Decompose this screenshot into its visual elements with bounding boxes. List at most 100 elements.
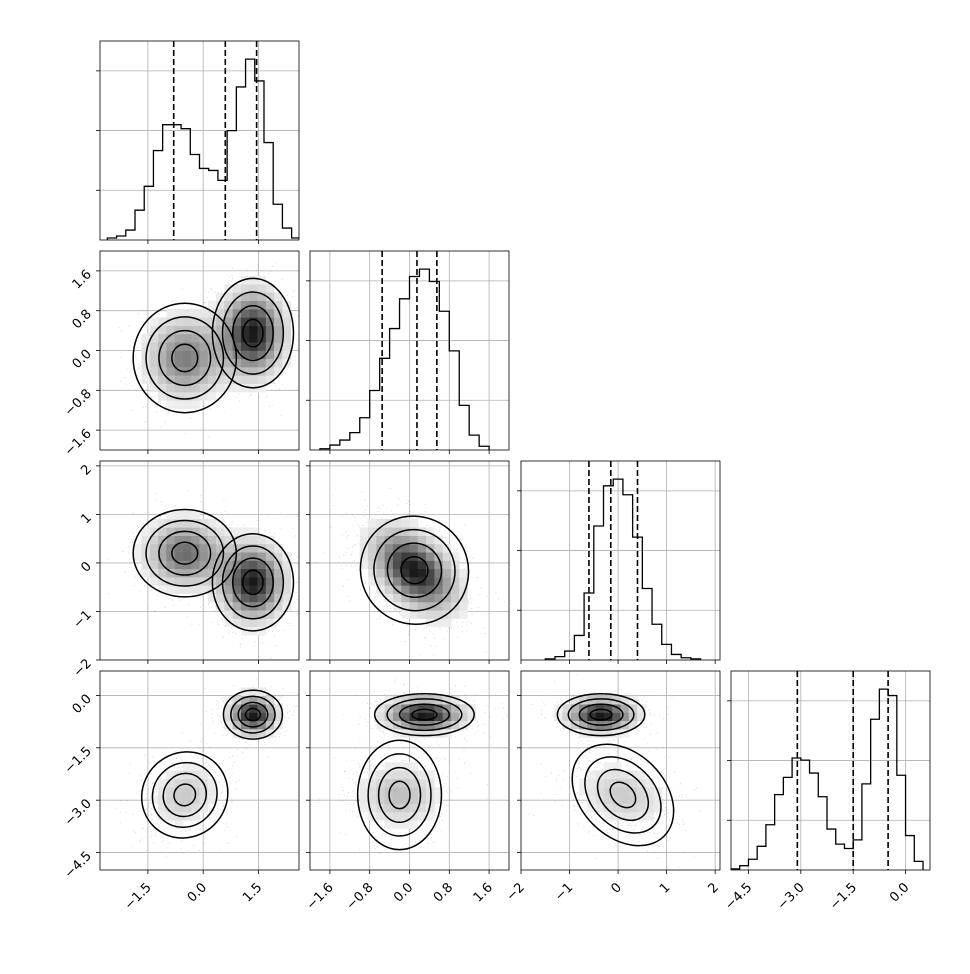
density-cell (249, 543, 258, 553)
density-cell (257, 292, 267, 302)
density-cell (274, 577, 283, 586)
density-cell (265, 292, 275, 302)
panel-content (100, 671, 299, 870)
density-cell (216, 292, 225, 302)
density-cell (603, 787, 613, 796)
density-cell (199, 367, 209, 376)
density-cell (401, 610, 410, 619)
density-cell (182, 350, 192, 360)
density-cell (182, 560, 192, 570)
density-cell (274, 358, 283, 368)
density-cell (265, 560, 275, 570)
density-cell (158, 585, 167, 594)
density-cell (426, 577, 435, 586)
density-cell (240, 367, 250, 376)
density-cell (417, 552, 427, 561)
density-cell (158, 543, 167, 553)
density-cell (257, 712, 267, 722)
density-cell (401, 762, 410, 771)
contour-1-2 (231, 557, 274, 608)
density-cell (274, 704, 283, 713)
y-tick-label-2-0: −2 (71, 656, 95, 680)
density-cell (459, 568, 468, 578)
contour-0-2 (158, 530, 212, 576)
density-cell (359, 803, 369, 813)
density-cell (434, 795, 443, 804)
density-cell (620, 729, 630, 738)
density-cell (384, 593, 394, 603)
density-cell (587, 803, 596, 813)
density-cell (158, 552, 167, 561)
density-cell (257, 535, 267, 545)
density-cell (620, 712, 630, 722)
density-cell (174, 358, 184, 368)
density-cell (224, 535, 233, 545)
density-cell (265, 610, 275, 619)
density-cell (232, 720, 242, 730)
contour-1-0 (211, 533, 295, 632)
density-cell (417, 787, 427, 796)
density-cell (166, 309, 175, 318)
density-cell (216, 309, 225, 318)
density-cell (442, 601, 452, 611)
density-cell (207, 375, 217, 384)
density-cell (232, 309, 242, 318)
density-cell (257, 300, 267, 310)
density-cell (450, 585, 460, 594)
density-cell (570, 712, 580, 722)
density-cell (554, 712, 563, 722)
contour-1-2 (398, 703, 451, 726)
density-cell (158, 358, 167, 368)
density-cell (257, 610, 267, 619)
density-cell (149, 519, 159, 528)
density-cell (434, 610, 443, 619)
density-cell (384, 778, 394, 788)
density-cell (174, 367, 184, 376)
density-cell (612, 704, 621, 713)
density-cell (417, 803, 427, 813)
density-cell (401, 811, 410, 821)
density-cell (257, 552, 267, 561)
density-cell (199, 383, 209, 393)
density-cell (359, 535, 369, 545)
density-cell (257, 383, 267, 393)
density-cell (459, 577, 468, 586)
density-cell (232, 383, 242, 393)
density-cell (199, 519, 209, 528)
density-cell (249, 585, 258, 594)
density-cell (628, 704, 638, 713)
density-cell (603, 729, 613, 738)
density-cell (392, 519, 402, 528)
density-cell (232, 585, 242, 594)
density-cell (207, 391, 217, 401)
density-cell (392, 770, 402, 780)
density-cell (158, 803, 167, 813)
panel-content (100, 251, 299, 450)
density-cell (409, 720, 419, 730)
density-cell (166, 317, 175, 326)
density-cell (191, 383, 200, 393)
density-cell (191, 358, 200, 368)
contour-0-1 (145, 316, 225, 400)
density-cell (199, 585, 209, 594)
density-cell (392, 729, 402, 738)
contour-0-0 (132, 508, 238, 598)
density-cell (240, 342, 250, 351)
density-cell (166, 778, 175, 788)
density-cell (417, 593, 427, 603)
density-cell (368, 577, 377, 586)
density-cell (442, 704, 452, 713)
density-cell (442, 568, 452, 578)
density-cell (191, 375, 200, 384)
contour-0-3 (609, 781, 637, 809)
density-cell (249, 552, 258, 561)
density-cell (149, 358, 159, 368)
density-cell (216, 367, 225, 376)
density-cell (158, 333, 167, 343)
density-cell (174, 585, 184, 594)
density-cell (612, 729, 621, 738)
density-cell (417, 712, 427, 722)
density-cell (232, 367, 242, 376)
density-cell (426, 601, 435, 611)
density-cell (282, 577, 292, 586)
